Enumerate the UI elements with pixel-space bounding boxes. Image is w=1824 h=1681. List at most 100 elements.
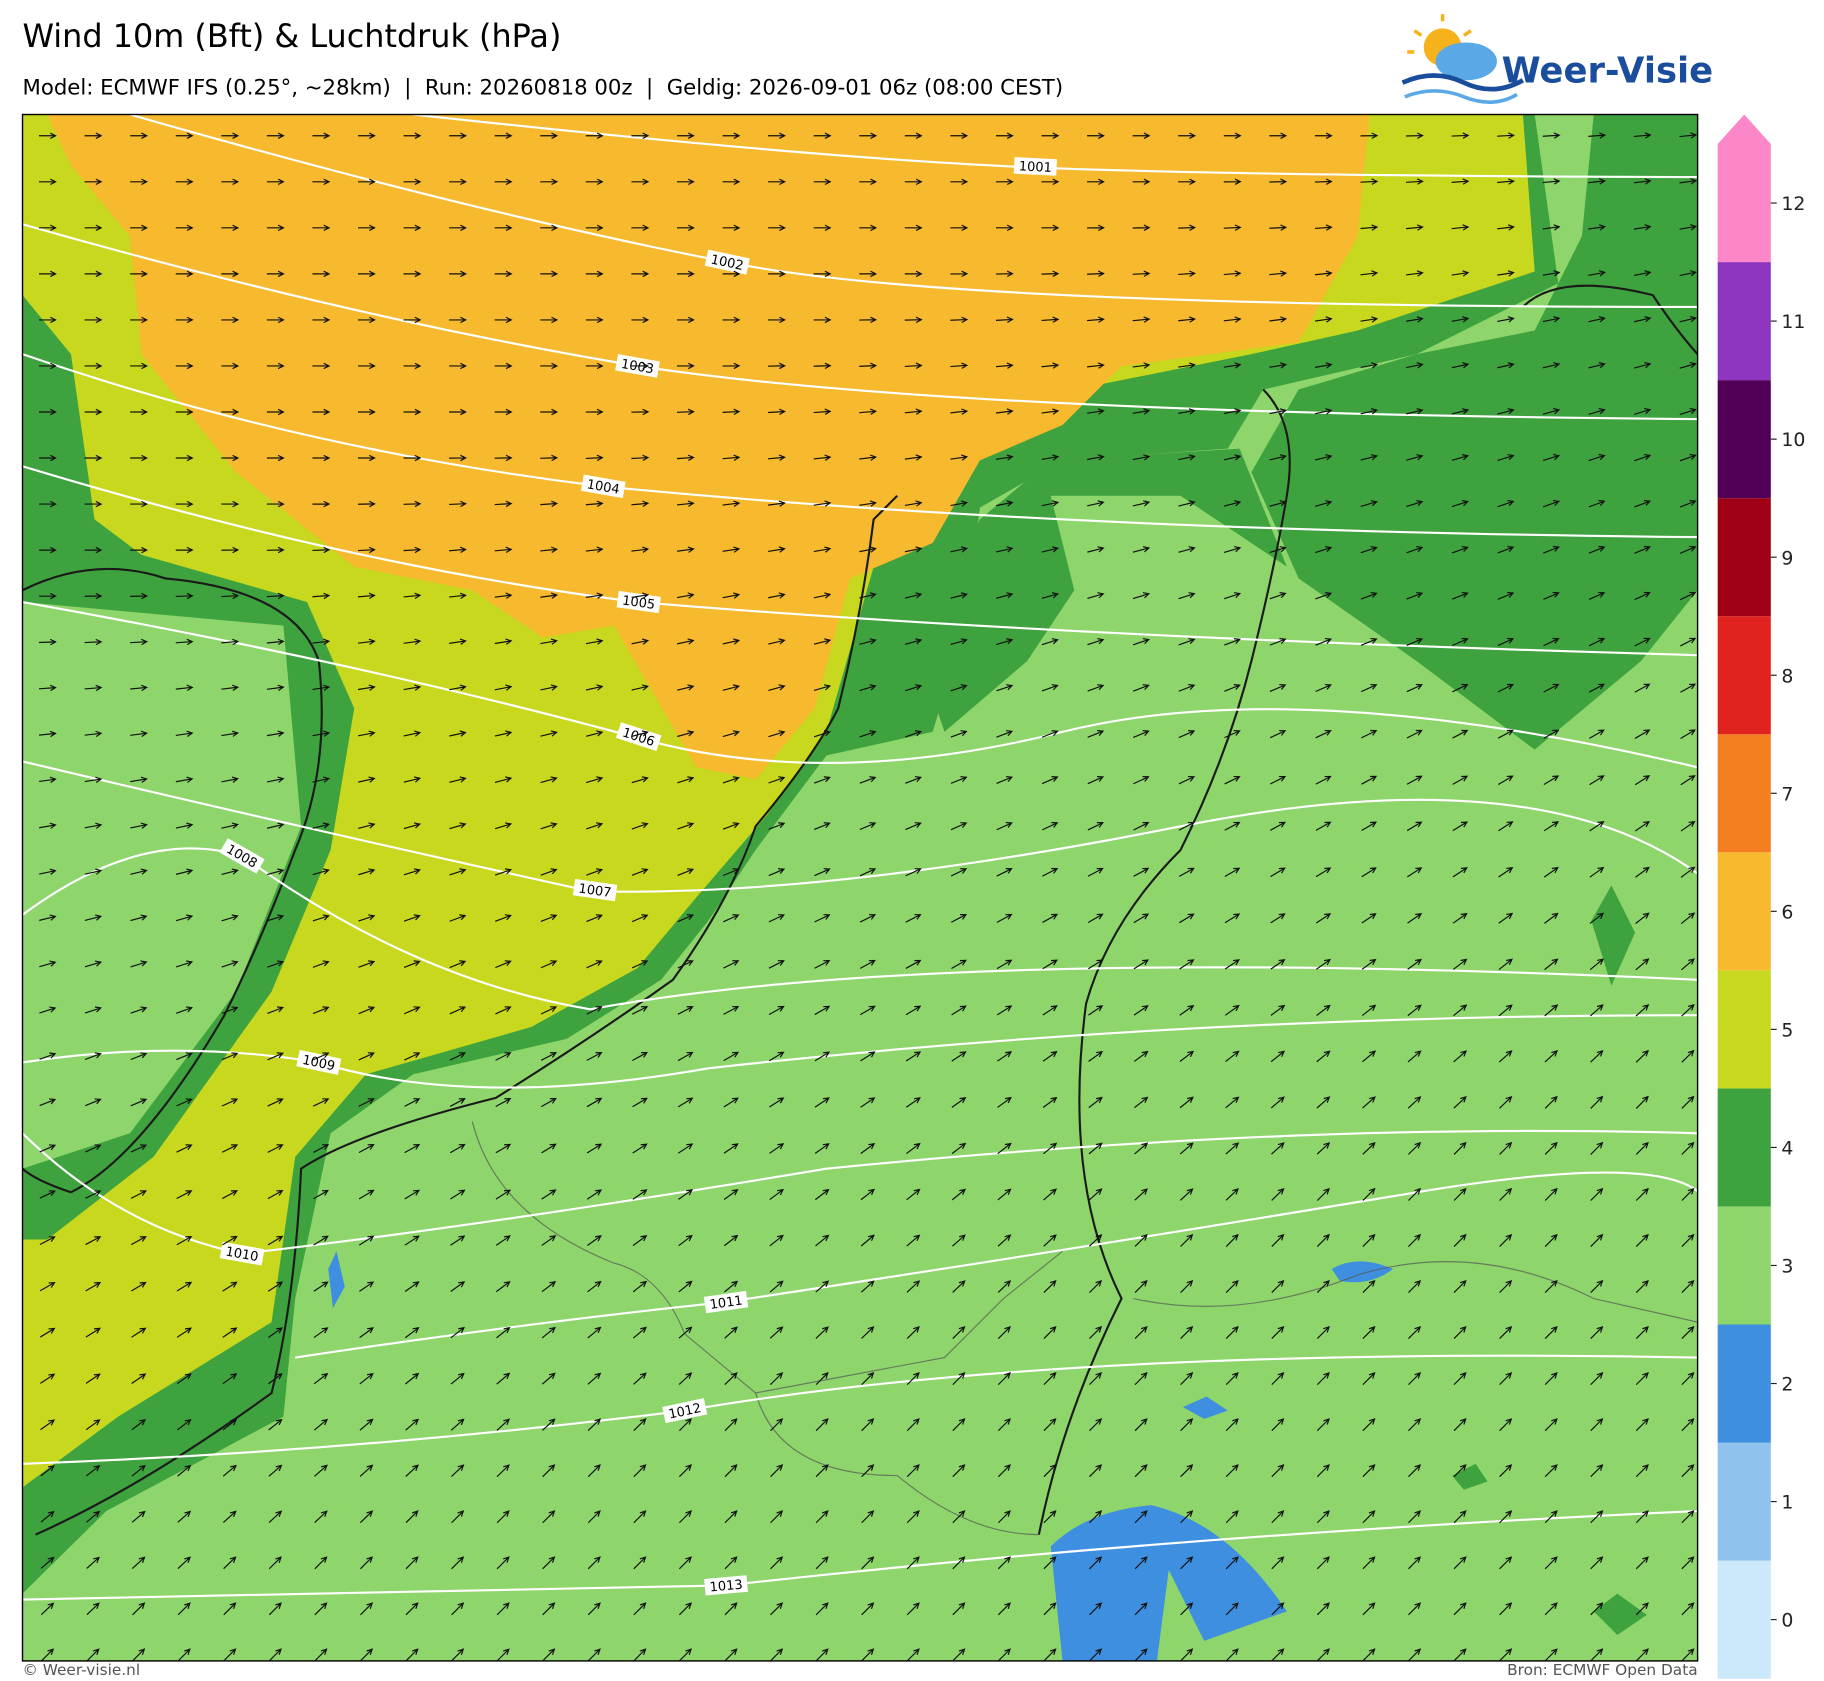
wind-arrow — [449, 178, 467, 185]
wind-arrow — [1315, 821, 1332, 831]
wind-arrow — [494, 730, 513, 737]
wind-arrow — [997, 1051, 1013, 1062]
wind-arrow — [449, 224, 467, 232]
wind-arrow — [633, 1510, 647, 1524]
wind-arrow — [1543, 821, 1560, 832]
wind-arrow — [267, 1144, 284, 1153]
wind-arrow — [1271, 1233, 1285, 1247]
wind-arrow — [1089, 1418, 1103, 1432]
wind-arrow — [1223, 546, 1242, 553]
wind-arrow — [1133, 1050, 1149, 1062]
colorbar-tick-label: 9 — [1781, 547, 1793, 569]
wind-arrow — [86, 1510, 101, 1523]
wind-arrow — [813, 730, 832, 738]
wind-arrow — [723, 1143, 739, 1154]
wind-arrow — [1360, 683, 1378, 693]
wind-arrow — [39, 224, 57, 232]
wind-arrow — [723, 960, 740, 969]
wind-arrow — [1407, 1050, 1422, 1063]
wind-arrow — [1179, 1004, 1195, 1016]
wind-arrow — [1406, 454, 1424, 461]
wind-arrow — [1361, 913, 1377, 924]
isobar-label-bg — [580, 474, 626, 499]
wind-arrow — [906, 1418, 920, 1432]
wind-arrow — [1225, 1142, 1240, 1155]
wind-arrow — [494, 822, 513, 830]
isobar-label: 1010 — [219, 1241, 265, 1266]
wind-arrow — [1681, 1556, 1695, 1570]
isobar-label: 1009 — [296, 1049, 342, 1075]
wind-arrow — [723, 914, 740, 923]
wind-arrow — [404, 1098, 421, 1107]
wind-arrow — [724, 1602, 738, 1616]
wind-arrow — [1269, 729, 1287, 739]
wind-arrow — [1497, 591, 1515, 600]
wind-arrow — [1270, 913, 1286, 924]
wind-arrow — [813, 362, 832, 370]
colorbar-segment — [1717, 616, 1771, 735]
wind-arrow — [496, 1602, 510, 1616]
wind-arrow — [313, 1144, 330, 1153]
wind-arrow — [1316, 1372, 1330, 1386]
wind-arrow — [1041, 132, 1060, 139]
wind-arrow — [84, 1052, 102, 1060]
wind-arrow — [859, 362, 878, 369]
wind-arrow — [1633, 224, 1652, 231]
wind-arrow — [449, 408, 467, 416]
wind-arrow — [1453, 1141, 1467, 1155]
wind-arrow — [1271, 1325, 1285, 1340]
wind-arrow — [722, 776, 740, 784]
wind-arrow — [1406, 775, 1423, 785]
wind-arrow — [1590, 1556, 1604, 1570]
wind-arrow — [904, 500, 923, 507]
wind-arrow — [1134, 1510, 1148, 1524]
colorbar-tick-label: 3 — [1781, 1256, 1793, 1278]
wind-arrow — [223, 1602, 237, 1616]
wind-arrow — [266, 362, 285, 370]
wind-arrow — [132, 1602, 146, 1616]
isobar-label-text: 1007 — [577, 882, 612, 901]
wind-arrow — [1452, 821, 1469, 832]
wind-arrow — [451, 1510, 465, 1524]
wind-arrow — [542, 1602, 556, 1616]
wind-arrow — [631, 638, 650, 645]
wind-arrow — [995, 132, 1014, 139]
wind-arrow — [1315, 546, 1333, 554]
wind-arrow — [39, 1327, 56, 1338]
wind-arrow — [177, 1648, 191, 1661]
wind-arrow — [951, 913, 968, 923]
wind-arrow — [312, 730, 331, 737]
wind-arrow — [1635, 1418, 1649, 1432]
wind-arrow — [722, 822, 740, 830]
wind-arrow — [1406, 591, 1424, 600]
wind-arrow — [768, 408, 786, 415]
wind-arrow — [405, 1464, 419, 1477]
wind-arrow — [175, 454, 194, 462]
colorbar-segment — [1717, 1442, 1771, 1561]
wind-arrow — [1679, 132, 1698, 139]
colorbar-tick-label: 5 — [1781, 1019, 1793, 1041]
wind-arrow — [996, 730, 1014, 738]
wind-arrow — [768, 592, 786, 599]
wind-arrow — [1133, 867, 1150, 877]
isobar-label-bg — [219, 838, 265, 874]
wind-arrow — [357, 500, 376, 508]
wind-arrow — [678, 1234, 693, 1247]
wind-arrow — [1315, 913, 1332, 924]
wind-arrow — [950, 684, 968, 692]
wind-arrow — [1041, 454, 1060, 461]
wind-arrow — [768, 684, 786, 691]
wind-arrow — [952, 1372, 966, 1386]
wind-arrow — [39, 1144, 57, 1153]
wind-arrow — [631, 362, 650, 370]
wind-arrow — [1179, 1096, 1194, 1109]
wind-arrow — [586, 868, 604, 876]
wind-arrow — [1271, 1464, 1285, 1478]
wind-arrow — [768, 914, 786, 923]
wind-arrow — [1180, 1556, 1194, 1570]
wind-arrow — [676, 454, 695, 461]
wind-arrow — [1089, 1279, 1103, 1293]
wind-arrow — [996, 959, 1013, 970]
wind-arrow — [1588, 224, 1607, 231]
wind-arrow — [312, 960, 330, 968]
